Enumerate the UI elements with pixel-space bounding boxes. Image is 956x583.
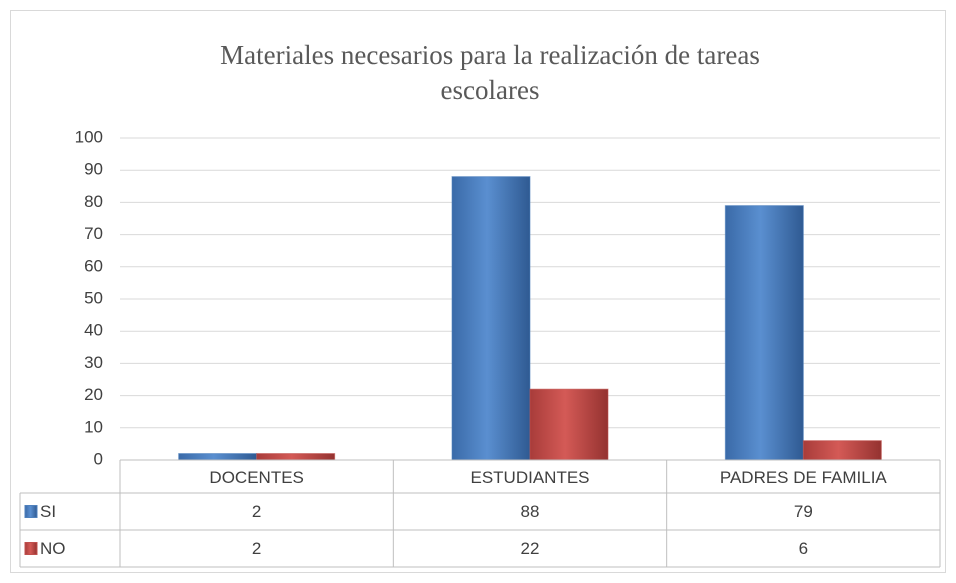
bar [178,453,258,461]
table-value: 22 [521,539,540,558]
y-tick-label: 90 [84,160,103,179]
bar [724,205,804,461]
bar [256,453,336,461]
y-tick-label: 20 [84,385,103,404]
legend-label: NO [40,539,66,558]
y-tick-label: 60 [84,256,103,275]
bar [529,388,609,461]
y-tick-label: 50 [84,288,103,307]
chart-border [10,10,946,573]
table-value: 2 [252,539,261,558]
x-tick-label: ESTUDIANTES [470,468,589,487]
legend-label: SI [40,502,56,521]
x-tick-label: PADRES DE FAMILIA [720,468,888,487]
y-tick-label: 30 [84,353,103,372]
y-tick-label: 70 [84,224,103,243]
y-tick-label: 40 [84,321,103,340]
table-value: 79 [794,502,813,521]
x-tick-label: DOCENTES [209,468,303,487]
bar [802,440,882,461]
y-tick-label: 0 [94,449,103,468]
table-value: 88 [521,502,540,521]
y-tick-label: 10 [84,417,103,436]
bar [451,176,531,461]
legend-key [24,505,38,518]
y-tick-label: 100 [75,127,103,146]
legend-key [24,542,38,555]
y-tick-label: 80 [84,192,103,211]
table-value: 2 [252,502,261,521]
chart-title: Materiales necesarios para la realizació… [220,40,760,105]
table-value: 6 [799,539,808,558]
